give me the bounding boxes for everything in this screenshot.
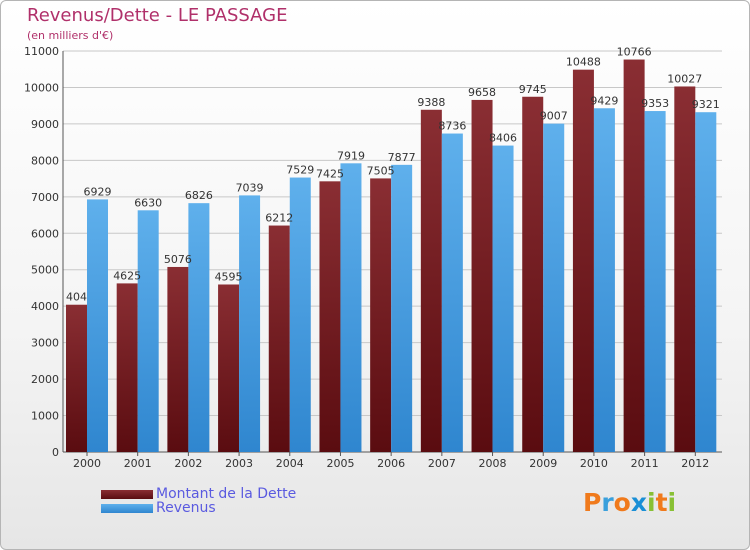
y-tick-label: 4000 [31, 300, 59, 313]
x-tick-label: 2003 [225, 457, 253, 470]
y-tick-label: 5000 [31, 264, 59, 277]
y-tick-label: 0 [52, 446, 59, 459]
x-tick-label: 2010 [580, 457, 608, 470]
debt-value-label: 7505 [367, 164, 395, 177]
revenue-value-label: 6929 [84, 185, 112, 198]
debt-value-label: 5076 [164, 253, 192, 266]
chart-subtitle: (en milliers d'€) [27, 29, 114, 42]
x-tick-label: 2006 [377, 457, 405, 470]
revenue-value-label: 9429 [590, 94, 618, 107]
debt-bar [218, 284, 240, 452]
x-tick-label: 2007 [428, 457, 456, 470]
revenue-bar [87, 199, 108, 452]
debt-bar [420, 109, 442, 453]
x-tick-label: 2012 [681, 457, 709, 470]
revenue-bar [239, 195, 261, 452]
y-tick-label: 1000 [31, 410, 59, 423]
revenue-bar [188, 203, 210, 452]
logo-letter: x [630, 488, 647, 517]
y-tick-label: 2000 [31, 373, 59, 386]
debt-value-label: 10027 [667, 72, 702, 85]
x-tick-label: 2005 [326, 457, 354, 470]
y-tick-label: 10000 [24, 81, 59, 94]
x-tick-label: 2009 [529, 457, 557, 470]
revenue-value-label: 6630 [134, 196, 162, 209]
debt-value-label: 9658 [468, 86, 496, 99]
logo-letter: i [647, 488, 656, 517]
debt-bar [66, 304, 87, 452]
revenue-bar [695, 112, 717, 452]
revenue-bar [543, 123, 565, 453]
revenue-bar [391, 164, 413, 453]
x-tick-label: 2002 [174, 457, 202, 470]
revenue-bar [644, 111, 666, 452]
revenue-value-label: 8736 [438, 120, 466, 133]
x-tick-label: 2004 [276, 457, 304, 470]
debt-value-label: 7425 [316, 167, 344, 180]
x-tick-label: 2001 [124, 457, 152, 470]
chart-title: Revenus/Dette - LE PASSAGE [27, 5, 288, 26]
y-tick-label: 7000 [31, 191, 59, 204]
revenue-value-label: 9007 [540, 110, 568, 123]
logo-letter: P [583, 488, 602, 517]
revenue-bar [289, 177, 311, 452]
axes: 0 1000 2000 3000 4000 5000 6000 7000 8000 9000 100… [24, 45, 722, 470]
legend-swatch-revenue [101, 504, 153, 513]
debt-bar [522, 96, 544, 452]
debt-bar [572, 69, 594, 452]
debt-value-label: 4595 [215, 270, 243, 283]
revenue-value-label: 7877 [388, 151, 416, 164]
logo-letter: r [601, 488, 614, 517]
debt-bar [116, 283, 138, 452]
revenue-value-label: 7919 [337, 149, 365, 162]
debt-value-label: 9388 [417, 96, 445, 109]
revenue-value-label: 9321 [692, 98, 720, 111]
bars [66, 59, 717, 453]
revenue-value-label: 6826 [185, 189, 213, 202]
proxiti-logo: Proxiti [583, 488, 676, 517]
debt-bar [167, 266, 189, 452]
revenue-bar [340, 163, 362, 452]
debt-bar [268, 225, 290, 452]
debt-value-label: 6212 [265, 212, 293, 225]
x-tick-label: 2000 [73, 457, 101, 470]
revenue-value-label: 8406 [489, 132, 517, 145]
legend-label-debt: Montant de la Dette [156, 486, 297, 502]
y-tick-label: 11000 [24, 45, 59, 58]
debt-bar [471, 99, 493, 452]
y-tick-label: 3000 [31, 337, 59, 350]
revenue-bar [441, 133, 463, 453]
debt-value-label: 10766 [617, 46, 652, 59]
y-tick-label: 6000 [31, 227, 59, 240]
legend-label-revenue: Revenus [156, 500, 216, 516]
debt-value-label: 10488 [566, 56, 601, 69]
y-tick-label: 8000 [31, 154, 59, 167]
revenue-bar [593, 108, 615, 453]
legend-swatch-debt [101, 490, 153, 499]
revenue-bar [137, 210, 159, 452]
debt-value-label: 9745 [519, 83, 547, 96]
debt-bar [319, 181, 341, 452]
debt-bar [623, 59, 645, 452]
debt-bar [370, 178, 392, 452]
revenue-value-label: 7529 [286, 164, 314, 177]
debt-value-label: 404 [66, 291, 87, 304]
revenue-bar [492, 145, 514, 452]
debt-value-label: 4625 [113, 269, 141, 282]
logo-letter: i [667, 488, 677, 517]
revenue-value-label: 7039 [236, 181, 264, 194]
y-tick-label: 9000 [31, 118, 59, 131]
revenue-value-label: 9353 [641, 97, 669, 110]
x-tick-label: 2011 [631, 457, 659, 470]
logo-letter: o [613, 488, 631, 517]
x-tick-label: 2008 [479, 457, 507, 470]
debt-bar [674, 86, 696, 452]
logo-letter: t [655, 488, 668, 517]
